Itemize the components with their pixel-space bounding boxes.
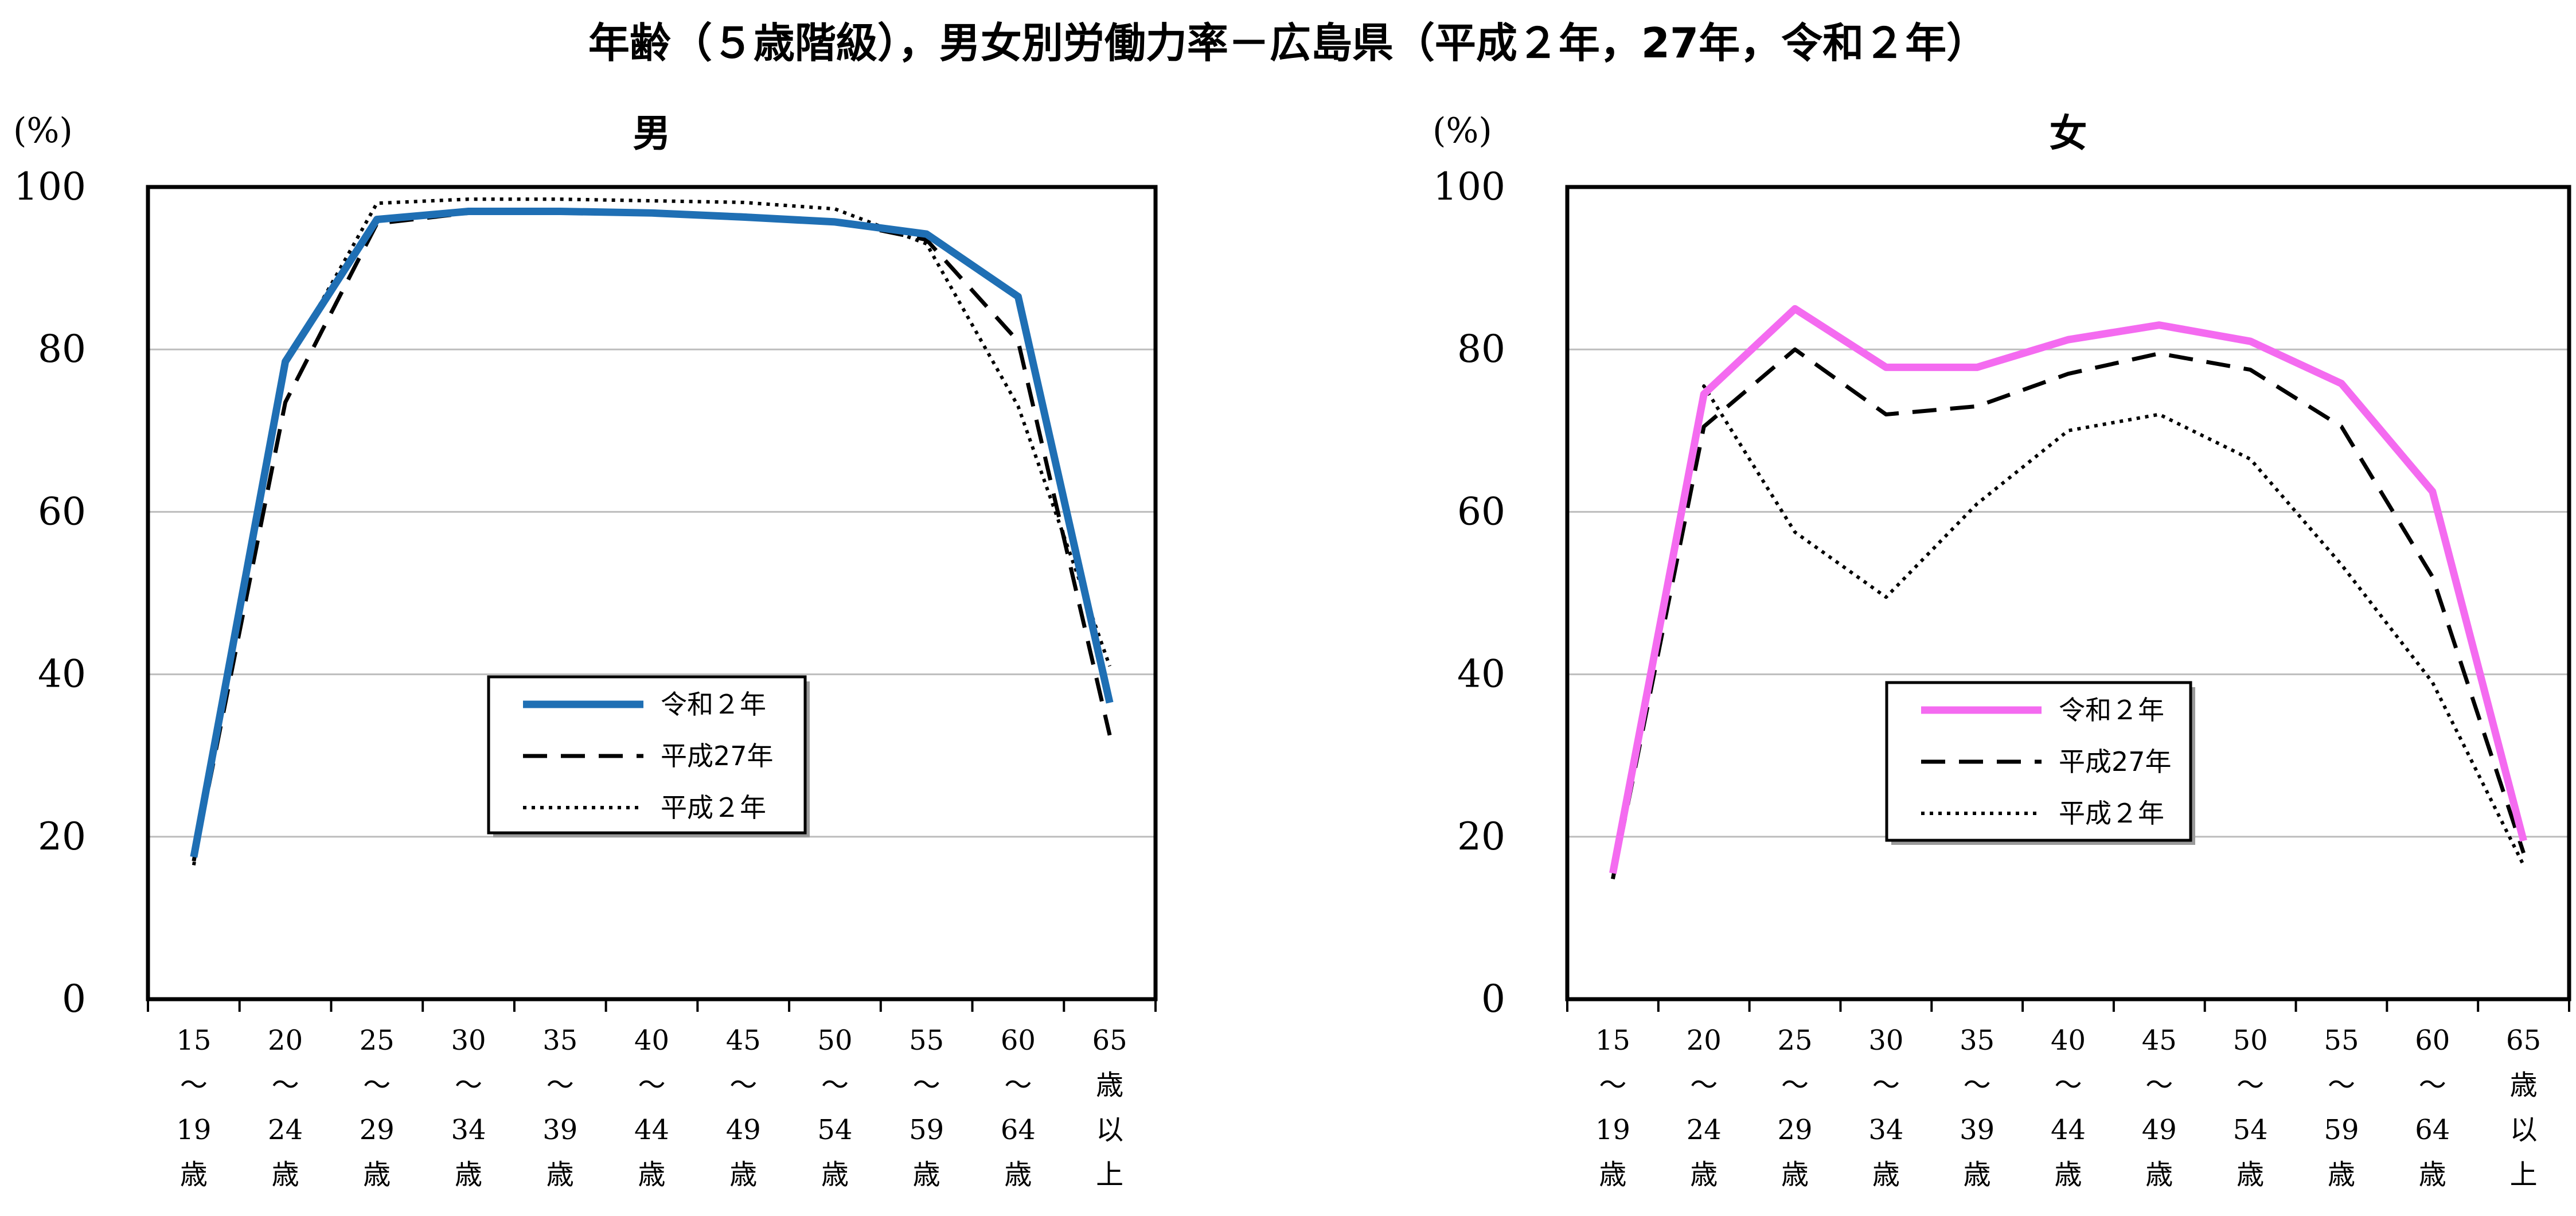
y-axis-unit-label: (%) [13,111,73,151]
plot-area [1567,187,2569,999]
x-tick-label: 60 〜 64 歳 [1001,1024,1036,1191]
y-tick-label: 40 [1457,652,1505,696]
legend-label: 令和２年 [2059,695,2164,726]
y-tick-label: 0 [62,977,86,1021]
x-tick-label: 60 〜 64 歳 [2415,1024,2450,1191]
x-tick-label: 40 〜 44 歳 [2051,1024,2086,1191]
y-tick-label: 0 [1481,977,1505,1021]
y-tick-label: 40 [38,652,86,696]
series-line-0 [1609,305,2527,874]
x-tick-label: 45 〜 49 歳 [726,1024,761,1191]
y-tick-label: 80 [1457,327,1505,371]
plot-area [148,187,1156,999]
x-tick-label: 20 〜 24 歳 [1687,1024,1722,1191]
legend-label: 平成２年 [2059,798,2164,829]
chart-title: 年齢（５歳階級），男女別労働力率－広島県（平成２年，27年，令和２年） [588,19,1988,67]
x-tick-label: 25 〜 29 歳 [1778,1024,1813,1191]
x-tick-label: 25 〜 29 歳 [360,1024,395,1191]
x-tick-label: 65 歳以上 [1092,1024,1127,1191]
y-tick-label: 60 [1457,489,1505,533]
x-tick-label: 15 〜 19 歳 [176,1024,211,1191]
x-tick-label: 20 〜 24 歳 [268,1024,303,1191]
legend-label: 令和２年 [661,689,766,720]
x-tick-label: 65 歳以上 [2506,1024,2541,1191]
y-tick-label: 100 [14,165,86,209]
y-axis-unit-label: (%) [1433,111,1492,151]
x-tick-label: 50 〜 54 歳 [2233,1024,2268,1191]
series-line-1 [192,208,1112,862]
x-tick-label: 30 〜 34 歳 [1868,1024,1903,1191]
x-tick-label: 50 〜 54 歳 [817,1024,852,1191]
chart-panel-1: 女 (%) 0 20 40 60 80 100 15 〜 19 歳 20 〜 24 歳 25 〜 29 歳 30 〜 34 歳… [1433,111,2571,1191]
plot-frame [146,185,1158,1001]
x-tick-label: 55 〜 59 歳 [909,1024,944,1191]
legend-label: 平成27年 [2059,746,2172,777]
series-line-1 [1610,347,2526,880]
chart-panel-0: 男 (%) 0 20 40 60 80 100 15 〜 19 歳 20 〜 24 歳 25 〜 29 歳 30 〜 34 歳… [13,111,1158,1191]
chart-panels: 男 (%) 0 20 40 60 80 100 15 〜 19 歳 20 〜 24 歳 25 〜 29 歳 30 〜 34 歳… [13,111,2571,1191]
legend-label: 平成２年 [661,792,766,823]
y-tick-label: 20 [38,814,86,859]
y-tick-label: 60 [38,489,86,533]
x-tick-label: 15 〜 19 歳 [1595,1024,1630,1191]
x-tick-label: 35 〜 39 歳 [1960,1024,1995,1191]
plot-frame [1565,185,2571,1001]
y-tick-label: 100 [1433,165,1505,209]
x-tick-label: 30 〜 34 歳 [451,1024,486,1191]
y-tick-label: 80 [38,327,86,371]
series-line-0 [190,207,1114,858]
panel-title: 女 [2050,111,2087,155]
legend-label: 平成27年 [661,740,774,771]
x-tick-label: 45 〜 49 歳 [2142,1024,2177,1191]
panel-title: 男 [633,111,671,155]
x-tick-label: 55 〜 59 歳 [2324,1024,2359,1191]
x-tick-label: 35 〜 39 歳 [542,1024,577,1191]
x-tick-label: 40 〜 44 歳 [634,1024,669,1191]
y-tick-label: 20 [1457,814,1505,859]
